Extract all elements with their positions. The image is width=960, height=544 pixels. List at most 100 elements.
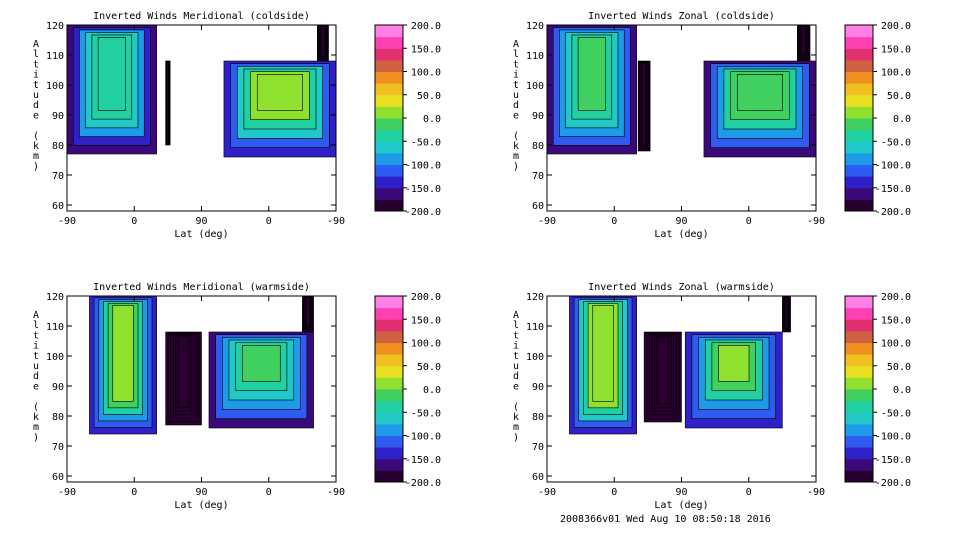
colorbar-swatch bbox=[845, 470, 873, 483]
colorbar-tick-label: 50.0 bbox=[417, 362, 441, 373]
footer-stamp: 2008366v01 Wed Aug 10 08:50:18 2016 bbox=[560, 514, 771, 525]
colorbar: 200.0 150.0 100.0 50.0 0.0 -50.0 -100.0 -150.0 -… bbox=[844, 292, 911, 489]
chart-panel-4: Inverted Winds Zonal (warmside) 60 70 80 90 1… bbox=[513, 282, 911, 511]
colorbar-swatch bbox=[375, 36, 403, 49]
data-segment bbox=[569, 296, 637, 435]
contour-band bbox=[656, 336, 669, 405]
colorbar-swatch bbox=[845, 152, 873, 165]
y-tick-label: 60 bbox=[532, 201, 544, 212]
y-tick-label: 70 bbox=[52, 442, 64, 453]
contour-band bbox=[112, 305, 134, 402]
colorbar-swatch bbox=[375, 25, 403, 38]
colorbar-swatch bbox=[375, 342, 403, 355]
colorbar-swatch bbox=[845, 354, 873, 367]
y-tick-label: 110 bbox=[46, 322, 64, 333]
colorbar-swatch bbox=[375, 470, 403, 483]
y-tick-label: 100 bbox=[526, 81, 544, 92]
colorbar-swatch bbox=[375, 141, 403, 154]
data-segment bbox=[165, 331, 202, 426]
colorbar-tick-label: -100.0 bbox=[405, 432, 441, 443]
x-tick-label: 0 bbox=[746, 487, 752, 498]
y-tick-label: 80 bbox=[532, 141, 544, 152]
colorbar-swatch bbox=[375, 106, 403, 119]
colorbar: 200.0 150.0 100.0 50.0 0.0 -50.0 -100.0 -150.0 -… bbox=[374, 292, 441, 489]
x-tick-label: -90 bbox=[538, 487, 556, 498]
colorbar-swatch bbox=[375, 354, 403, 367]
colorbar-swatch bbox=[375, 59, 403, 72]
data-segment bbox=[89, 296, 157, 435]
x-tick-label: -90 bbox=[807, 216, 825, 227]
colorbar-swatch bbox=[375, 187, 403, 200]
colorbar-tick-label: 0.0 bbox=[893, 114, 911, 125]
colorbar-swatch bbox=[845, 83, 873, 96]
colorbar-tick-label: -150.0 bbox=[875, 455, 911, 466]
data-segment bbox=[302, 296, 314, 333]
x-tick-label: 90 bbox=[675, 216, 687, 227]
colorbar-tick-label: -100.0 bbox=[875, 161, 911, 172]
data-segment bbox=[684, 331, 783, 429]
colorbar-tick-label: -200.0 bbox=[405, 207, 441, 218]
colorbar-tick-label: -150.0 bbox=[875, 184, 911, 195]
y-tick-label: 100 bbox=[46, 352, 64, 363]
colorbar-swatch bbox=[375, 423, 403, 436]
colorbar-swatch bbox=[845, 25, 873, 38]
colorbar-swatch bbox=[375, 319, 403, 332]
colorbar-swatch bbox=[845, 319, 873, 332]
data-area bbox=[569, 296, 791, 435]
contour-band bbox=[577, 37, 606, 111]
colorbar-swatch bbox=[845, 365, 873, 378]
colorbar-swatch bbox=[375, 365, 403, 378]
x-tick-label: 0 bbox=[131, 487, 137, 498]
colorbar-tick-label: -50.0 bbox=[881, 408, 911, 419]
x-tick-label: -90 bbox=[538, 216, 556, 227]
colorbar-swatch bbox=[375, 307, 403, 320]
contour-band bbox=[736, 74, 783, 111]
colorbar-swatch bbox=[375, 389, 403, 402]
colorbar-tick-label: 200.0 bbox=[881, 21, 911, 32]
chart-title: Inverted Winds Meridional (coldside) bbox=[93, 11, 310, 22]
colorbar-tick-label: 0.0 bbox=[423, 385, 441, 396]
colorbar-swatch bbox=[375, 435, 403, 448]
data-segment bbox=[223, 60, 336, 158]
colorbar-swatch bbox=[845, 164, 873, 177]
colorbar-tick-label: 150.0 bbox=[411, 44, 441, 55]
x-axis-label: Lat (deg) bbox=[174, 229, 228, 240]
colorbar-tick-label: -150.0 bbox=[405, 455, 441, 466]
colorbar-swatch bbox=[375, 412, 403, 425]
colorbar-swatch bbox=[375, 377, 403, 390]
data-segment bbox=[797, 25, 811, 62]
colorbar-swatch bbox=[845, 176, 873, 189]
chart-title: Inverted Winds Zonal (coldside) bbox=[588, 11, 775, 22]
contour-band bbox=[718, 345, 750, 382]
y-tick-label: 60 bbox=[52, 472, 64, 483]
y-tick-label: 120 bbox=[46, 21, 64, 32]
colorbar-swatch bbox=[845, 447, 873, 460]
data-area bbox=[67, 25, 336, 158]
y-tick-label: 90 bbox=[52, 111, 64, 122]
data-segment bbox=[703, 60, 816, 158]
data-segment bbox=[643, 331, 682, 423]
contour-band bbox=[801, 26, 806, 56]
colorbar-swatch bbox=[845, 377, 873, 390]
x-tick-label: 0 bbox=[611, 487, 617, 498]
colorbar-tick-label: -50.0 bbox=[411, 137, 441, 148]
colorbar-swatch bbox=[375, 447, 403, 460]
chart-panel-1: Inverted Winds Meridional (coldside) 60 70… bbox=[33, 11, 441, 240]
colorbar-tick-label: -200.0 bbox=[875, 478, 911, 489]
data-segment bbox=[317, 25, 329, 62]
colorbar-swatch bbox=[375, 296, 403, 309]
colorbar-swatch bbox=[375, 118, 403, 131]
data-segment bbox=[637, 60, 651, 152]
chart-title: Inverted Winds Meridional (warmside) bbox=[93, 282, 310, 293]
colorbar-tick-label: 100.0 bbox=[411, 68, 441, 79]
colorbar-tick-label: 0.0 bbox=[423, 114, 441, 125]
x-tick-label: -90 bbox=[327, 487, 345, 498]
colorbar-tick-label: -200.0 bbox=[875, 207, 911, 218]
y-tick-label: 70 bbox=[532, 442, 544, 453]
x-tick-label: 0 bbox=[266, 487, 272, 498]
x-tick-label: 0 bbox=[746, 216, 752, 227]
x-tick-label: 0 bbox=[611, 216, 617, 227]
y-tick-label: 80 bbox=[532, 412, 544, 423]
x-axis-label: Lat (deg) bbox=[654, 500, 708, 511]
x-axis-label: Lat (deg) bbox=[174, 500, 228, 511]
